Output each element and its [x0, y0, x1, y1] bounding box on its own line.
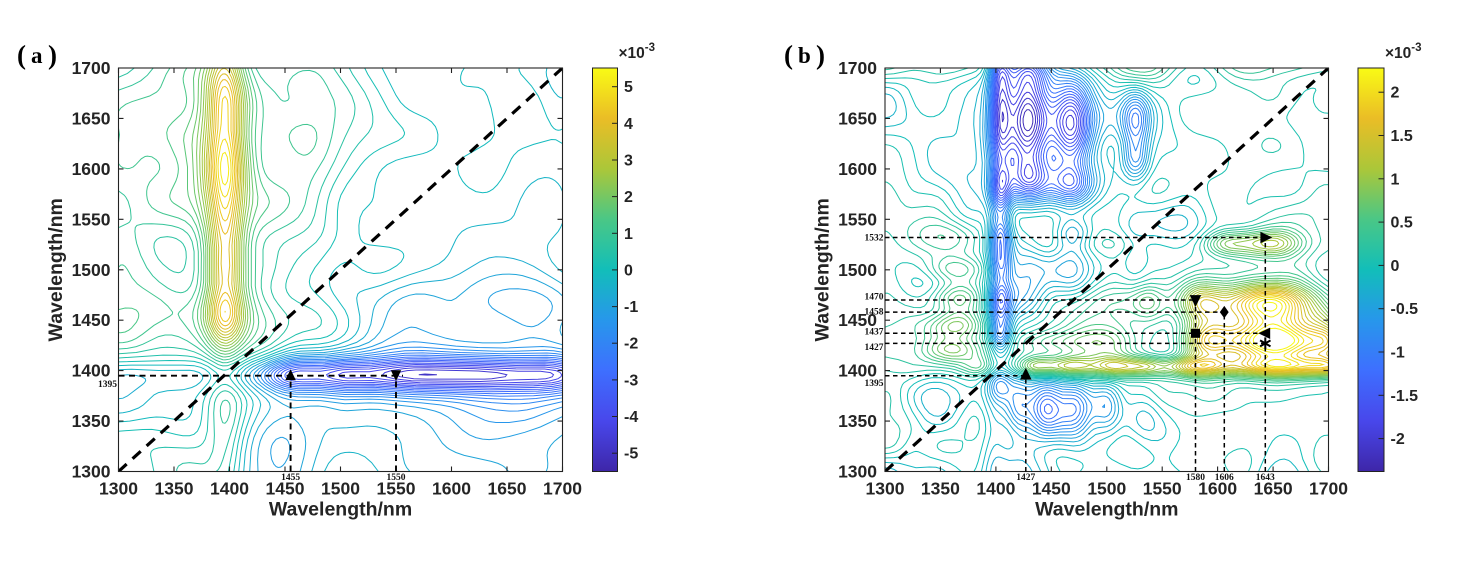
svg-text:0: 0 — [624, 262, 633, 279]
svg-text:3: 3 — [624, 153, 633, 170]
svg-text:1650: 1650 — [72, 108, 111, 128]
svg-text:4: 4 — [624, 116, 633, 133]
svg-text:1600: 1600 — [72, 159, 111, 179]
svg-text:1600: 1600 — [838, 159, 877, 179]
svg-text:1500: 1500 — [1087, 479, 1126, 499]
svg-text:1600: 1600 — [432, 479, 471, 499]
svg-text:a: a — [31, 43, 43, 68]
svg-text:1600: 1600 — [1198, 479, 1237, 499]
svg-text:1458: 1458 — [865, 308, 884, 318]
svg-text:1643: 1643 — [1256, 473, 1275, 483]
svg-text:1650: 1650 — [488, 479, 527, 499]
svg-text:1300: 1300 — [838, 462, 877, 482]
svg-text:1400: 1400 — [838, 361, 877, 381]
svg-text:1350: 1350 — [838, 411, 877, 431]
svg-text:1550: 1550 — [1143, 479, 1182, 499]
svg-text:1550: 1550 — [377, 479, 416, 499]
svg-text:1550: 1550 — [387, 473, 406, 483]
svg-text:1350: 1350 — [72, 411, 111, 431]
svg-text:1450: 1450 — [1032, 479, 1071, 499]
svg-text:Wavelength/nm: Wavelength/nm — [1035, 499, 1178, 521]
svg-text:1650: 1650 — [1254, 479, 1293, 499]
svg-text:1: 1 — [1391, 171, 1400, 188]
svg-text:-5: -5 — [624, 446, 638, 463]
svg-text:1455: 1455 — [281, 473, 300, 483]
svg-text:2: 2 — [1391, 85, 1400, 102]
svg-text:1550: 1550 — [838, 209, 877, 229]
svg-text:1300: 1300 — [99, 479, 138, 499]
svg-text:-1: -1 — [624, 299, 638, 316]
svg-text:1700: 1700 — [1309, 479, 1348, 499]
svg-text:): ) — [816, 40, 825, 70]
svg-text:): ) — [48, 40, 57, 70]
svg-text:Wavelength/nm: Wavelength/nm — [269, 499, 412, 521]
svg-text:1550: 1550 — [72, 209, 111, 229]
svg-text:1700: 1700 — [543, 479, 582, 499]
svg-text:b: b — [798, 43, 811, 68]
svg-text:1606: 1606 — [1215, 473, 1234, 483]
svg-text:1300: 1300 — [866, 479, 905, 499]
svg-text:2: 2 — [624, 189, 633, 206]
svg-text:1500: 1500 — [838, 260, 877, 280]
svg-text:Wavelength/nm: Wavelength/nm — [812, 198, 834, 341]
svg-text:(: ( — [17, 40, 26, 70]
svg-text:1500: 1500 — [72, 260, 111, 280]
svg-text:1: 1 — [624, 226, 633, 243]
svg-text:-0.5: -0.5 — [1391, 301, 1419, 318]
svg-text:1532: 1532 — [865, 234, 884, 244]
svg-text:1650: 1650 — [838, 108, 877, 128]
svg-text:1395: 1395 — [98, 380, 117, 390]
svg-text:1450: 1450 — [266, 479, 305, 499]
svg-text:1300: 1300 — [72, 462, 111, 482]
svg-text:1450: 1450 — [838, 310, 877, 330]
svg-text:-3: -3 — [624, 372, 638, 389]
svg-text:-2: -2 — [1391, 431, 1405, 448]
svg-text:1395: 1395 — [865, 379, 884, 389]
svg-text:1400: 1400 — [976, 479, 1015, 499]
svg-text:-1.5: -1.5 — [1391, 388, 1419, 405]
svg-text:1450: 1450 — [72, 310, 111, 330]
svg-text:1350: 1350 — [921, 479, 960, 499]
svg-text:1470: 1470 — [865, 293, 884, 303]
svg-text:1700: 1700 — [72, 58, 111, 78]
svg-text:1700: 1700 — [838, 58, 877, 78]
svg-text:-1: -1 — [1391, 345, 1405, 362]
svg-text:1500: 1500 — [321, 479, 360, 499]
svg-text:-2: -2 — [624, 336, 638, 353]
svg-text:1427: 1427 — [1016, 473, 1035, 483]
svg-text:1427: 1427 — [865, 343, 884, 353]
svg-text:0.5: 0.5 — [1391, 215, 1413, 232]
svg-text:1.5: 1.5 — [1391, 128, 1413, 145]
svg-text:5: 5 — [624, 79, 633, 96]
svg-text:1400: 1400 — [210, 479, 249, 499]
svg-text:(: ( — [784, 40, 793, 70]
svg-text:1437: 1437 — [865, 327, 884, 337]
svg-text:1580: 1580 — [1186, 473, 1205, 483]
svg-text:1350: 1350 — [155, 479, 194, 499]
svg-text:1400: 1400 — [72, 361, 111, 381]
svg-text:-4: -4 — [624, 409, 638, 426]
svg-text:0: 0 — [1391, 258, 1400, 275]
svg-text:Wavelength/nm: Wavelength/nm — [45, 198, 67, 341]
